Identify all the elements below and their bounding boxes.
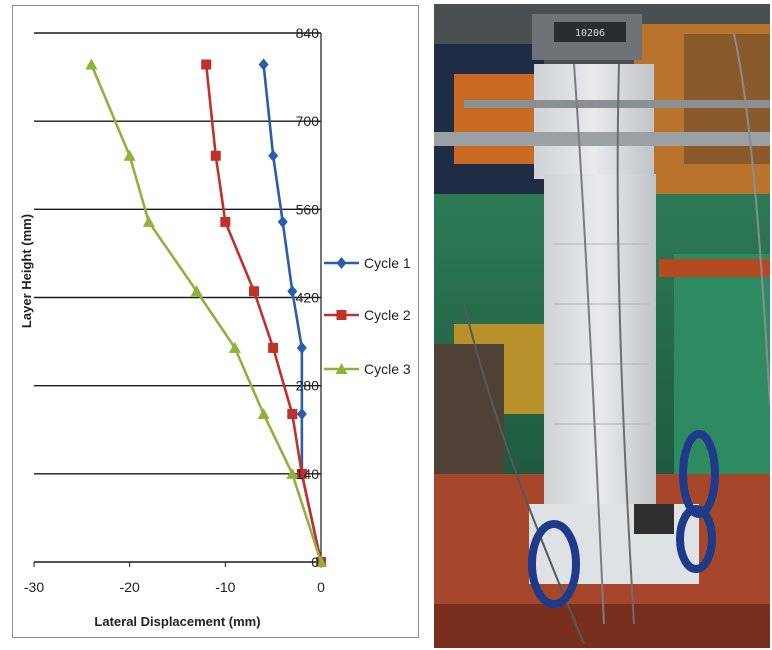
- meter-readout: 10206: [575, 28, 605, 39]
- clamp-left: [528, 520, 580, 608]
- chart-svg: 0 140 280 420 560 700 840 -30 -20 -10 0 Lateral Di…: [19, 25, 411, 629]
- x-tick-label: -10: [215, 579, 235, 595]
- y-tick-label: 700: [296, 113, 320, 129]
- x-tick-label: -20: [120, 579, 140, 595]
- data-point: [296, 468, 307, 479]
- photo-svg: 10206: [434, 4, 770, 648]
- upper-rod: [464, 100, 770, 108]
- data-point: [286, 467, 299, 479]
- legend: Cycle 1 Cycle 2 Cycle 3: [324, 255, 411, 377]
- grid-lines: [34, 32, 321, 563]
- data-point: [315, 556, 327, 567]
- data-point: [258, 58, 269, 71]
- actuator-rod: [434, 132, 770, 146]
- data-point: [296, 341, 307, 354]
- y-tick-label: 560: [296, 201, 320, 217]
- data-point: [85, 58, 98, 70]
- legend-label: Cycle 2: [364, 307, 411, 323]
- data-point: [220, 216, 231, 227]
- clamp-right-lower: [676, 505, 716, 573]
- data-point: [201, 59, 212, 70]
- data-point: [249, 286, 260, 297]
- data-point: [335, 363, 348, 374]
- data-point: [336, 257, 347, 269]
- tick-labels: 0 140 280 420 560 700 840 -30 -20 -10 0: [24, 25, 325, 595]
- series-line: [262, 64, 323, 563]
- series-line: [90, 63, 323, 563]
- specimen-column: [544, 174, 656, 514]
- base-shadow: [434, 604, 770, 648]
- y-tick-label: 140: [296, 466, 320, 482]
- data-point: [123, 149, 136, 161]
- data-point: [210, 150, 221, 161]
- data-point: [296, 408, 307, 421]
- y-axis-title: Layer Height (mm): [19, 214, 34, 328]
- data-point: [228, 341, 241, 353]
- clamp-right-upper: [679, 430, 719, 518]
- legend-label: Cycle 1: [364, 255, 411, 271]
- data-point: [142, 215, 155, 227]
- y-tick-label: 840: [296, 25, 320, 41]
- data-point: [287, 409, 298, 420]
- data-point: [287, 285, 298, 298]
- data-point: [257, 408, 270, 420]
- red-beam-right: [659, 259, 770, 277]
- data-point: [190, 285, 203, 297]
- x-tick-label: 0: [317, 579, 325, 595]
- data-point: [277, 215, 288, 228]
- y-tick-label: 420: [296, 290, 320, 306]
- x-axis-title: Lateral Displacement (mm): [94, 614, 260, 629]
- axes: [33, 33, 322, 567]
- chart-panel: 0 140 280 420 560 700 840 -30 -20 -10 0 Lateral Di…: [12, 5, 419, 638]
- series-lines: [85, 58, 327, 568]
- clamp-block: [634, 504, 674, 534]
- data-point: [268, 149, 279, 162]
- x-tick-label: -30: [24, 579, 44, 595]
- data-point: [268, 342, 279, 353]
- y-tick-label: 0: [311, 554, 319, 570]
- column-top-block: [534, 64, 654, 179]
- test-specimen-photo: 10206: [434, 4, 770, 648]
- series-line: [204, 64, 323, 563]
- data-point: [336, 310, 347, 320]
- legend-label: Cycle 3: [364, 361, 411, 377]
- meter-screen: [554, 22, 626, 42]
- y-tick-label: 280: [296, 378, 320, 394]
